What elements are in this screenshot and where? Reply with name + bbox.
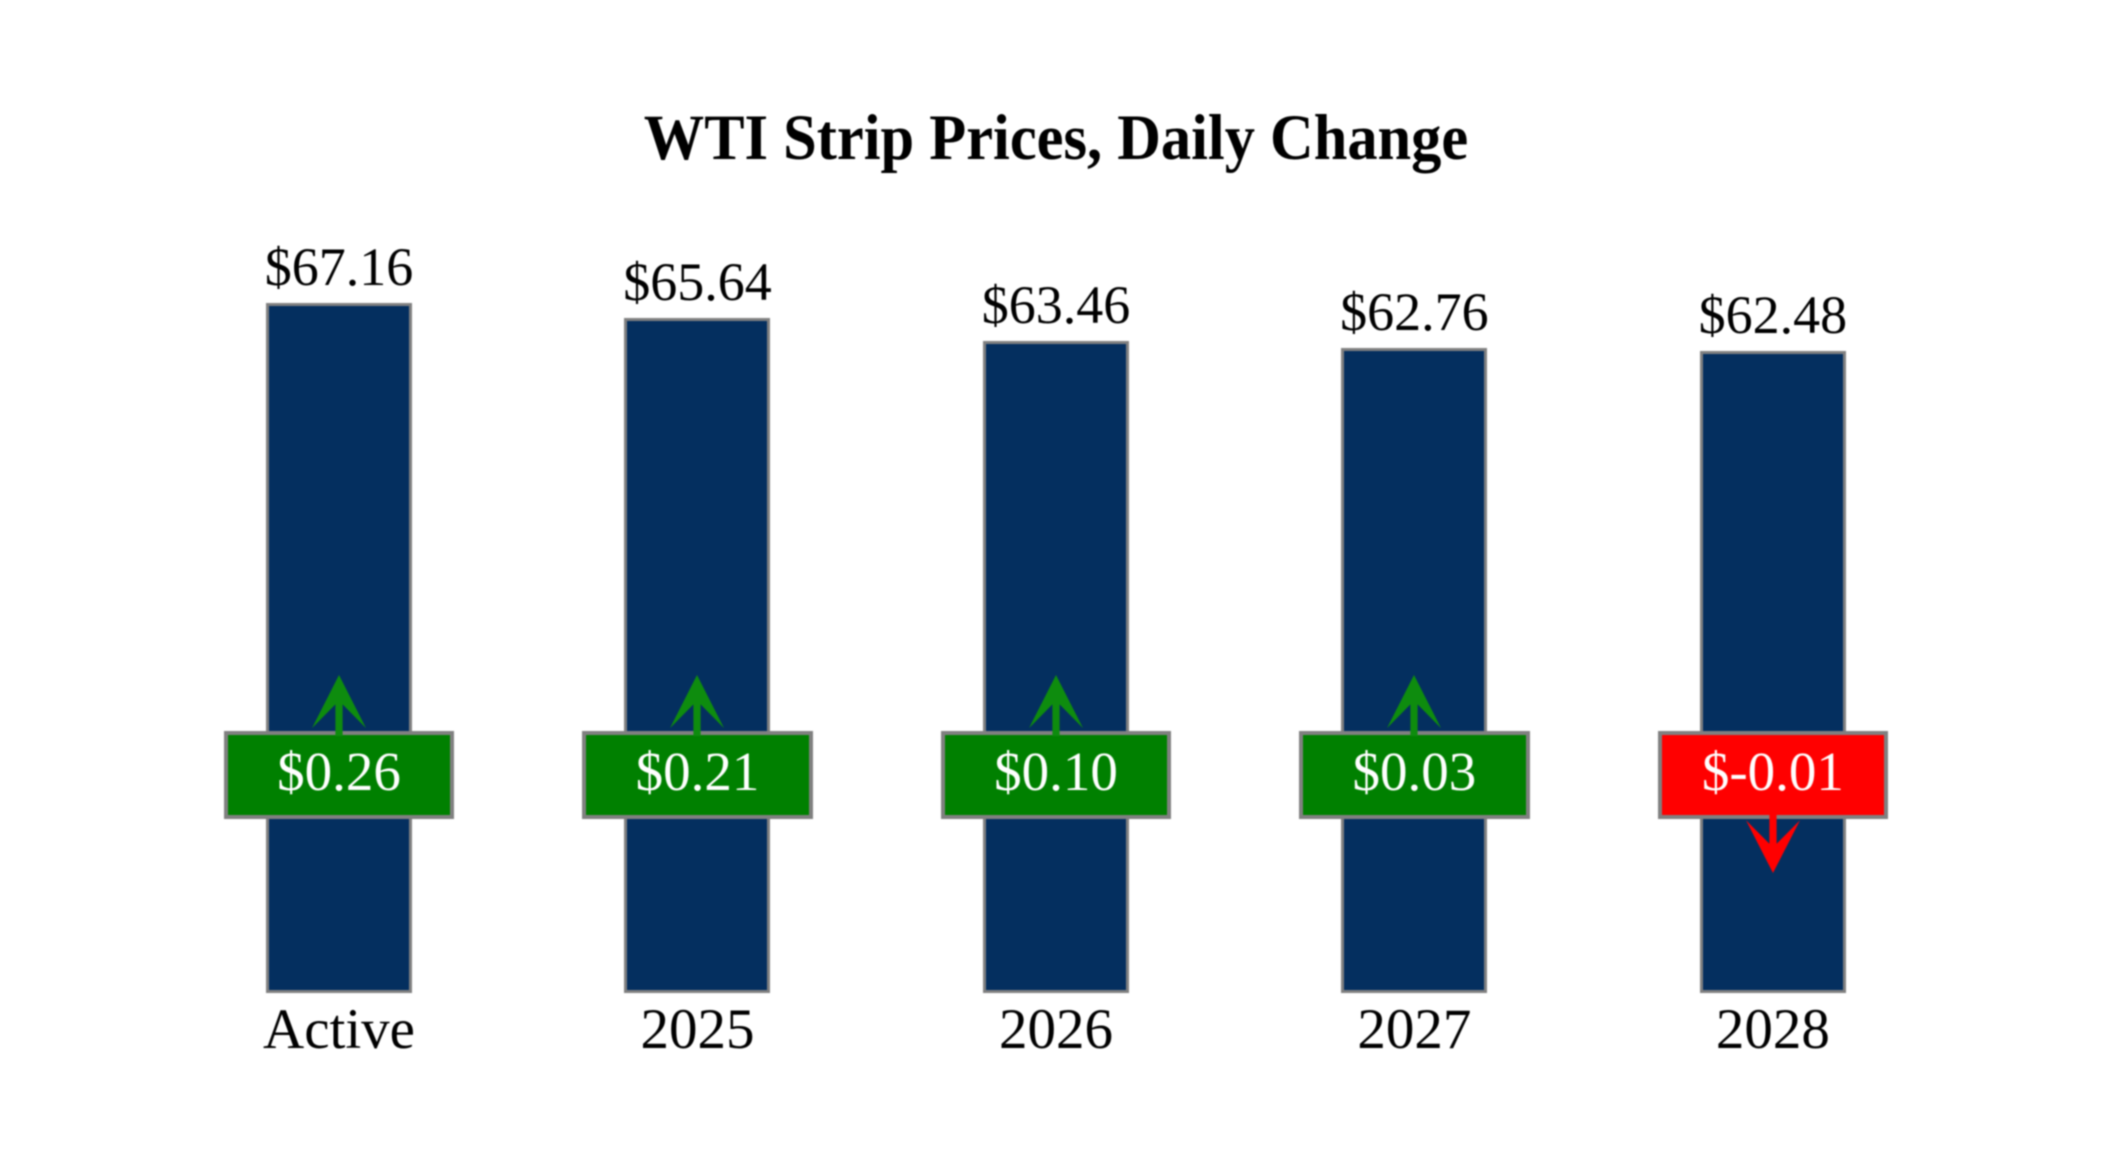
up-arrow-icon	[1028, 675, 1083, 737]
price-label: $63.46	[981, 274, 1131, 335]
price-label: $62.48	[1698, 284, 1848, 345]
bar-2028	[1699, 350, 1846, 993]
bar-2027	[1341, 347, 1488, 993]
price-label: $67.16	[264, 236, 414, 297]
daily-change-box: $0.26	[223, 731, 455, 819]
category-label: 2028	[1715, 998, 1830, 1061]
chart-title: WTI Strip Prices, Daily Change	[643, 101, 1469, 174]
daily-change-box: $0.10	[940, 731, 1172, 819]
price-label: $62.76	[1340, 281, 1489, 342]
price-label: $65.64	[623, 252, 772, 313]
category-label: 2026	[998, 998, 1113, 1061]
up-arrow-icon	[312, 675, 366, 737]
category-label: Active	[263, 998, 415, 1061]
up-arrow-icon	[670, 675, 725, 737]
up-arrow-icon	[1387, 675, 1442, 737]
daily-change-box: $-0.01	[1657, 731, 1889, 819]
daily-change-box: $0.21	[582, 731, 813, 819]
bar-2025	[624, 318, 771, 993]
category-label: 2025	[640, 998, 755, 1061]
bar-2026	[982, 340, 1129, 993]
down-arrow-icon	[1745, 813, 1800, 873]
daily-change-box: $0.03	[1299, 731, 1530, 819]
bar-Active	[266, 302, 412, 993]
category-label: 2027	[1357, 998, 1472, 1061]
